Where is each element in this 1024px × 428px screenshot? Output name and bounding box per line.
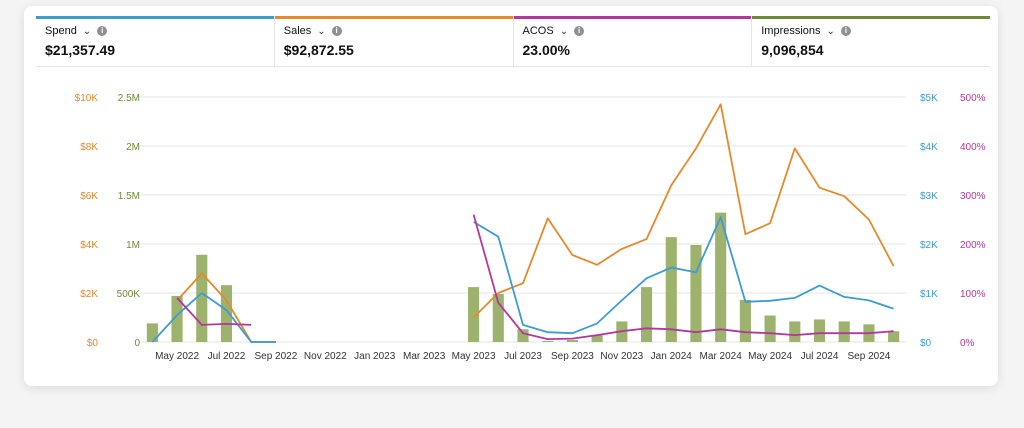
impressions-bar (468, 287, 480, 342)
impressions-bar (640, 287, 653, 342)
x-axis-tick-label: Sep 2022 (254, 351, 297, 362)
sales-axis-tick-label: $8K (80, 142, 98, 153)
spend-axis-tick-label: $3K (920, 191, 938, 202)
spend-axis-tick-label: $0 (920, 338, 932, 349)
x-axis-tick-label: Sep 2024 (848, 351, 891, 362)
impressions-bar (171, 295, 183, 342)
acos-axis-tick-label: 0% (960, 338, 975, 349)
metric-color-bar (36, 16, 274, 19)
impressions-axis-tick-label: 500K (117, 289, 141, 300)
metric-label: ACOS (522, 25, 554, 37)
x-axis-tick-label: Jul 2023 (504, 351, 542, 362)
info-icon[interactable]: i (97, 26, 108, 36)
impressions-axis-tick-label: 0 (134, 338, 140, 349)
spend-axis-tick-label: $5K (920, 93, 938, 104)
info-icon[interactable]: i (840, 26, 851, 36)
sales-axis-tick-label: $2K (80, 289, 98, 300)
metric-label: Spend (45, 25, 77, 37)
metric-label: Impressions (761, 25, 821, 37)
acos-line (176, 214, 894, 340)
impressions-bar (566, 340, 578, 342)
chevron-down-icon[interactable]: ⌄ (82, 25, 92, 37)
impressions-axis-tick-label: 2.5M (118, 93, 140, 104)
acos-axis-tick-label: 100% (960, 289, 986, 300)
x-axis-tick-label: May 2023 (452, 351, 496, 362)
chevron-down-icon[interactable]: ⌄ (317, 25, 326, 37)
spend-line (151, 216, 894, 343)
acos-axis-tick-label: 200% (960, 240, 986, 251)
x-axis-tick-label: Jan 2024 (651, 351, 693, 362)
metric-value: $21,357.49 (45, 42, 116, 58)
acos-axis-tick-label: 300% (960, 191, 986, 202)
chevron-down-icon[interactable]: ⌄ (826, 25, 835, 37)
metric-value: $92,872.55 (283, 42, 354, 58)
impressions-bar (764, 315, 776, 342)
impressions-bar (591, 335, 603, 342)
impressions-bar (888, 331, 900, 342)
sales-line (176, 103, 895, 343)
x-axis-tick-label: Mar 2023 (403, 351, 446, 362)
info-icon[interactable]: i (331, 26, 342, 36)
impressions-bar (789, 321, 801, 342)
acos-axis-tick-label: 500% (960, 93, 986, 104)
impressions-axis-tick-label: 1.5M (118, 191, 140, 202)
sales-axis-tick-label: $6K (80, 191, 98, 202)
metric-color-bar (274, 16, 513, 19)
spend-axis-tick-label: $2K (920, 240, 938, 251)
x-axis-tick-label: May 2024 (748, 351, 792, 362)
sales-axis-tick-label: $0 (87, 338, 99, 349)
metric-impressions[interactable]: Impressions ⌄ i 9,096,854 (752, 16, 990, 66)
metrics-bar: Spend ⌄ i $21,357.49 Sales ⌄ i $92,872.5… (36, 16, 990, 67)
metric-color-bar (752, 16, 990, 19)
impressions-bar (542, 341, 554, 342)
impressions-bar (146, 323, 158, 342)
x-axis-tick-label: Nov 2022 (304, 351, 347, 362)
impressions-bar (665, 237, 677, 342)
impressions-bar (838, 321, 850, 342)
combo-chart: $0 $2K $4K $6K $8K $10K 0 500K 1M 1.5M 2M 2.5M $0 $1K… (75, 93, 986, 362)
sales-axis-tick-label: $10K (75, 93, 99, 104)
acos-axis-tick-label: 400% (960, 142, 986, 153)
x-axis-tick-label: May 2022 (155, 351, 199, 362)
metric-label: Sales (283, 25, 312, 37)
x-axis-tick-label: Jul 2022 (208, 351, 246, 362)
impressions-axis-tick-label: 1M (126, 240, 140, 251)
metric-acos[interactable]: ACOS ⌄ i 23.00% (513, 16, 753, 66)
impressions-bar (220, 285, 233, 342)
info-icon[interactable]: i (574, 26, 585, 36)
sales-axis-tick-label: $4K (80, 240, 98, 251)
x-axis-tick-label: Jul 2024 (801, 351, 839, 362)
chevron-down-icon[interactable]: ⌄ (559, 25, 569, 37)
impressions-bar (813, 319, 826, 342)
metric-value: 9,096,854 (761, 42, 824, 58)
dashboard-card: Spend ⌄ i $21,357.49 Sales ⌄ i $92,872.5… (24, 6, 998, 386)
metric-color-bar (513, 16, 752, 19)
impressions-bar (492, 293, 504, 342)
spend-axis-tick-label: $4K (920, 142, 938, 153)
impressions-bar (196, 254, 208, 342)
metric-value: 23.00% (522, 42, 570, 58)
metric-spend[interactable]: Spend ⌄ i $21,357.49 (36, 16, 275, 66)
x-axis-tick-label: Sep 2023 (551, 351, 594, 362)
impressions-bar (690, 244, 702, 342)
impressions-bar (715, 212, 727, 342)
impressions-bar (517, 329, 529, 342)
spend-axis-tick-label: $1K (920, 289, 938, 300)
impressions-axis-tick-label: 2M (126, 142, 140, 153)
impressions-bar (739, 299, 751, 342)
x-axis-tick-label: Nov 2023 (600, 351, 643, 362)
x-axis-tick-label: Mar 2024 (700, 351, 743, 362)
x-axis-tick-label: Jan 2023 (354, 351, 396, 362)
metric-sales[interactable]: Sales ⌄ i $92,872.55 (274, 16, 514, 66)
